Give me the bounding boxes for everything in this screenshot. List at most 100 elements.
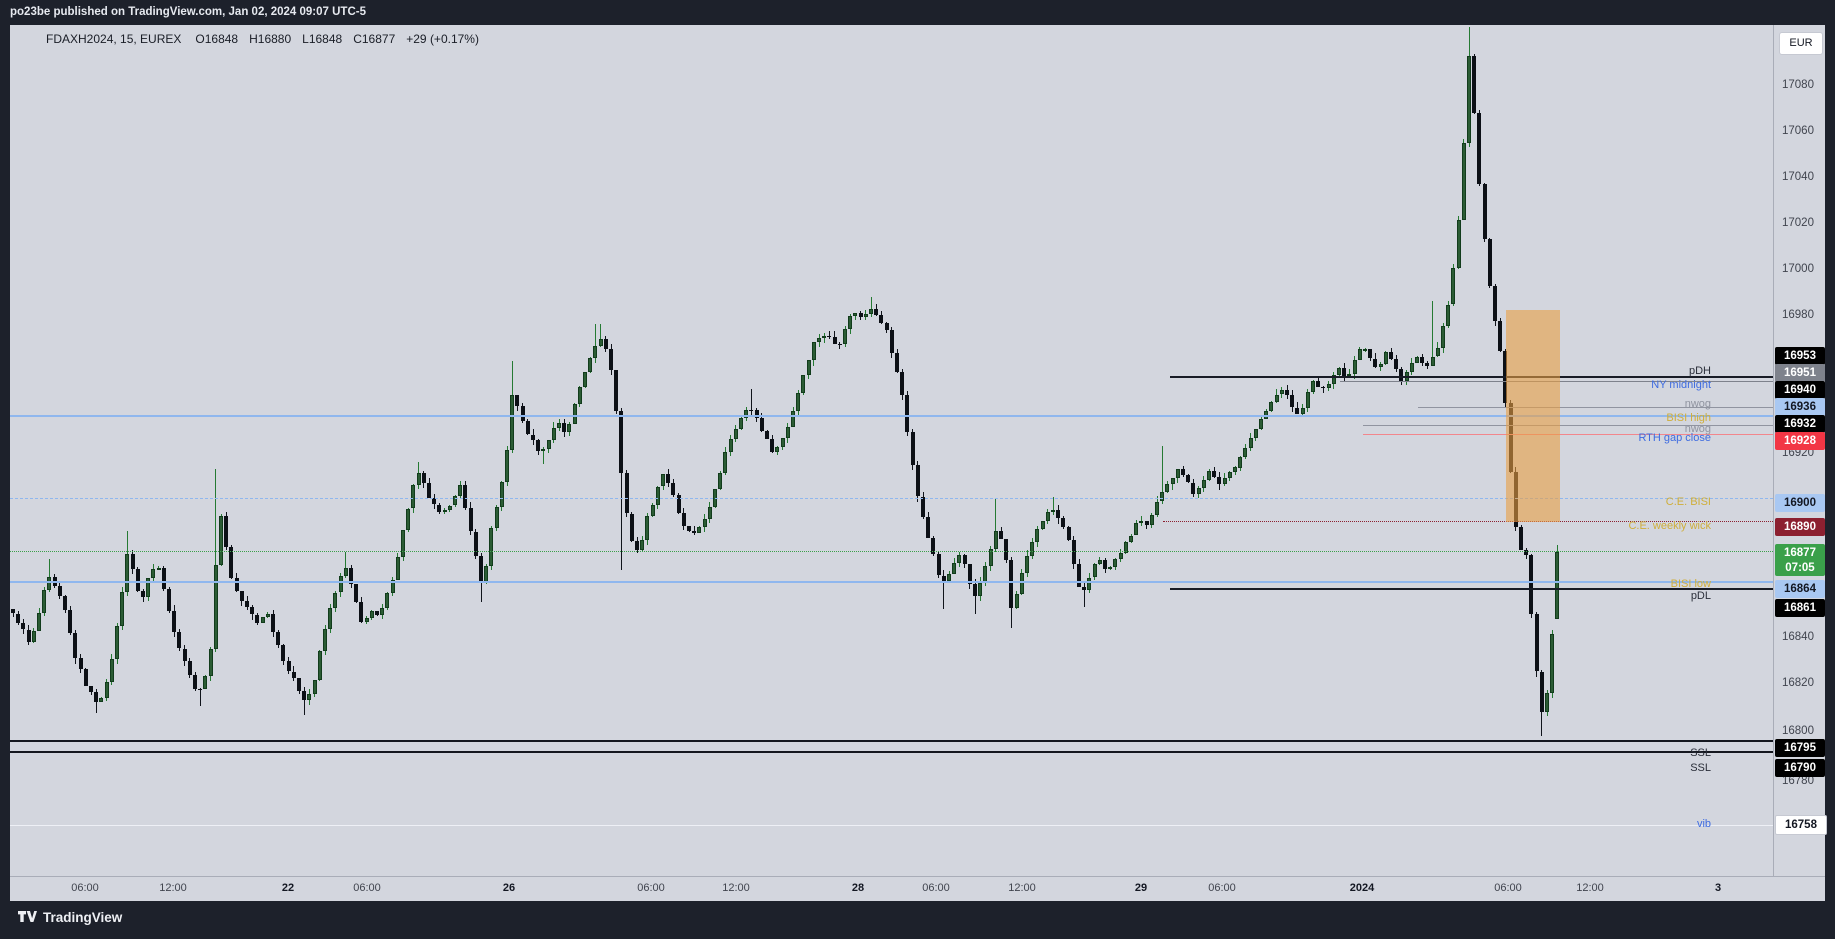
candle-wick: [854, 312, 856, 321]
candle: [858, 313, 863, 318]
ny-midnight-line[interactable]: [1418, 406, 1773, 408]
candle: [31, 630, 36, 643]
candle-wick: [1083, 581, 1085, 608]
candle: [1383, 351, 1388, 365]
candle: [1269, 401, 1274, 411]
candle: [83, 668, 88, 687]
bisi-low-line[interactable]: [10, 581, 1773, 583]
candle-wick: [215, 469, 217, 652]
candle: [1040, 521, 1045, 530]
candle: [884, 322, 889, 331]
candle: [229, 547, 234, 578]
price-tick: 17060: [1782, 125, 1814, 137]
candle: [333, 592, 338, 608]
candle: [749, 409, 754, 412]
candle-wick: [995, 499, 997, 552]
candle: [141, 590, 145, 597]
candle: [744, 409, 749, 418]
candle: [1170, 478, 1175, 485]
candle: [614, 370, 619, 411]
legend-symbol[interactable]: FDAXH2024, 15, EUREX: [46, 32, 182, 46]
pdl-label: pDL: [1690, 590, 1711, 602]
candle: [520, 405, 525, 421]
last-price-line[interactable]: [10, 550, 1773, 552]
time-label: 12:00: [159, 882, 187, 894]
candle: [515, 395, 520, 406]
ce-weekly-wick-line[interactable]: [1163, 521, 1773, 522]
candle: [1539, 671, 1544, 712]
candle: [94, 692, 99, 702]
candle: [1347, 373, 1352, 376]
chart-legend[interactable]: FDAXH2024, 15, EUREX O16848 H16880 L16848 C1…: [46, 32, 490, 46]
candle: [1233, 467, 1237, 472]
candle-wick: [1322, 385, 1324, 393]
candle: [718, 472, 723, 489]
candle: [1399, 368, 1404, 381]
chart-plot[interactable]: pDH NY midnight nwog BISI high nwog RTH gap c…: [10, 25, 1773, 876]
price-axis[interactable]: EUR 16953 16951 16940 16936 16932 16928 16900 1…: [1773, 25, 1827, 876]
candle: [172, 610, 177, 633]
candle: [1009, 560, 1014, 608]
candle: [239, 591, 244, 601]
candle: [1498, 321, 1503, 352]
price-tick: 16800: [1782, 725, 1814, 737]
candle: [1274, 394, 1279, 402]
candle: [728, 439, 733, 452]
time-label-day: 3: [1714, 882, 1722, 894]
candle: [1415, 356, 1419, 363]
candle-wick: [1140, 516, 1142, 526]
candle: [47, 577, 52, 590]
candle: [1186, 475, 1191, 483]
candle: [447, 505, 452, 511]
rth-gap-close-line[interactable]: [1363, 434, 1773, 436]
candle: [1446, 304, 1451, 327]
ssl-upper-line[interactable]: [10, 739, 1773, 742]
tradingview-brand[interactable]: TradingView: [18, 910, 122, 925]
candle: [593, 346, 598, 359]
candle: [1363, 349, 1367, 352]
candle: [1045, 511, 1050, 522]
candle: [681, 512, 686, 527]
publish-bar-text: po23be published on TradingView.com, Jan…: [10, 6, 366, 18]
supply-zone-box[interactable]: [1506, 310, 1560, 522]
candle: [567, 423, 572, 433]
candle: [655, 486, 660, 506]
candle: [1534, 613, 1539, 672]
candle: [785, 426, 790, 438]
candle: [692, 531, 697, 533]
swing-high-label: pDH: [1688, 365, 1711, 377]
bisi-high-label: BISI high: [1666, 412, 1711, 424]
bisi-high-price-badge: 16936: [1775, 398, 1825, 416]
bisi-high-line[interactable]: [10, 415, 1773, 417]
candle: [432, 497, 437, 505]
candle: [1456, 220, 1461, 268]
candle: [317, 651, 322, 681]
rth-gap-close-label: RTH gap close: [1638, 432, 1711, 444]
candle: [869, 308, 873, 314]
candle: [988, 548, 993, 566]
candle: [338, 575, 343, 593]
swing-high-line[interactable]: [1170, 376, 1773, 378]
candle: [536, 440, 541, 451]
ssl-lower-line[interactable]: [10, 751, 1773, 753]
candle: [99, 697, 104, 702]
candle: [1451, 267, 1456, 305]
time-axis[interactable]: 06:00 12:00 22 06:00 26 06:00 12:00 28 06:00 12:0…: [10, 876, 1825, 902]
vib-line[interactable]: [10, 824, 1773, 827]
nwog-low-line[interactable]: [1363, 424, 1773, 426]
candle: [603, 339, 608, 349]
candle: [1212, 471, 1217, 477]
candle-wick: [620, 407, 622, 571]
candle-wick: [1161, 446, 1163, 504]
candle: [1071, 540, 1076, 565]
candle: [1316, 380, 1321, 388]
candle: [770, 439, 775, 453]
ce-bisi-line[interactable]: [10, 498, 1773, 499]
candle: [1524, 549, 1529, 556]
candle: [276, 631, 281, 645]
candle: [843, 329, 847, 345]
candle-wick: [828, 330, 830, 340]
pdl-line[interactable]: [1170, 588, 1773, 590]
candle: [245, 601, 249, 607]
candle: [421, 472, 426, 483]
